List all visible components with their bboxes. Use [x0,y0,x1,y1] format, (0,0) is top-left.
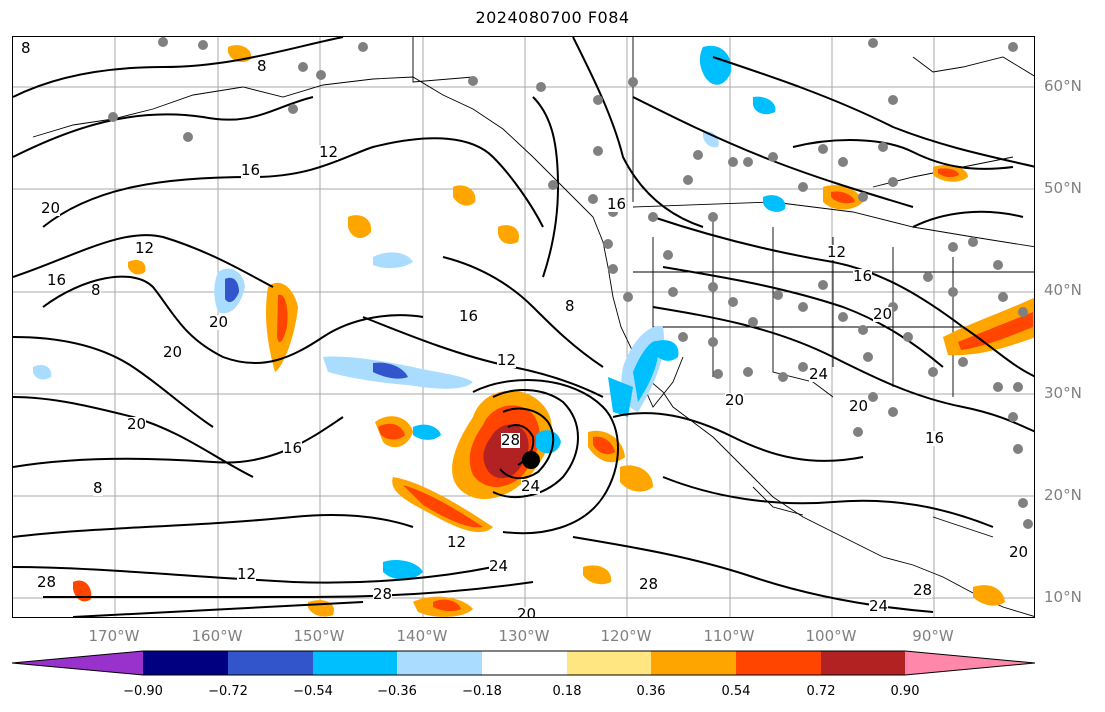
contour-label: 20 [163,343,183,361]
lon-label: 100°W [805,627,857,645]
lon-label: 130°W [498,627,550,645]
contour-label: 12 [497,351,517,369]
contour-label: 12 [135,239,155,257]
contour-label: 20 [517,607,537,617]
contour-label: 8 [565,297,575,315]
contour-label: 24 [489,557,509,575]
colorbar-tick: −0.72 [208,684,248,699]
contour-label: 28 [639,575,659,593]
contour-label: 16 [47,271,67,289]
contour-label: 28 [913,581,933,599]
lon-label: 90°W [912,627,954,645]
colorbar-segment [397,651,482,675]
colorbar-segment [567,651,651,675]
lat-label: 10°N [1044,588,1082,606]
lon-label: 160°W [191,627,243,645]
contour-label: 12 [447,533,467,551]
colorbar-segment [143,651,228,675]
lat-label: 40°N [1044,281,1082,299]
contour-label: 16 [283,439,303,457]
contour-label: 8 [257,57,267,75]
contour-label: 28 [373,585,393,603]
contour-label: 28 [501,431,521,449]
colorbar-extend-max [905,651,1035,675]
colorbar-segment [482,651,567,675]
colorbar-tick: −0.18 [462,684,502,699]
contour-label: 20 [209,313,229,331]
contour-label: 16 [853,267,873,285]
contour-label: 24 [809,365,829,383]
colorbar-tick: 0.90 [890,684,920,699]
height-contours [13,37,1034,617]
colorbar-tick: 0.36 [636,684,666,699]
colorbar-tick: −0.36 [377,684,417,699]
graticule [13,37,1034,617]
contour-label: 20 [849,397,869,415]
contour-label: 20 [41,199,61,217]
contour-label: 20 [725,391,745,409]
colorbar-segment [651,651,736,675]
contour-label: 16 [607,195,627,213]
lon-label: 150°W [293,627,345,645]
contour-label: 8 [21,39,31,57]
contour-label: 12 [319,143,339,161]
contour-label: 16 [241,161,261,179]
contour-label: 16 [459,307,479,325]
lon-label: 140°W [396,627,448,645]
colorbar-segment [736,651,821,675]
colorbar-tick: 0.18 [552,684,582,699]
map-panel: 8 8 20 16 12 12 16 20 8 16 16 12 20 20 2… [12,36,1035,618]
contour-label: 16 [925,429,945,447]
colorbar-segment [228,651,313,675]
contour-label: 20 [127,415,147,433]
colorbar [12,650,1035,676]
lat-label: 50°N [1044,179,1082,197]
colorbar-tick: 0.72 [806,684,836,699]
colorbar-segment [821,651,905,675]
contour-label: 20 [1009,543,1029,561]
colorbar-segment [313,651,397,675]
lon-label: 120°W [600,627,652,645]
colorbar-tick: −0.54 [293,684,333,699]
map-title: 2024080700 F084 [475,8,630,27]
lat-label: 20°N [1044,486,1082,504]
colorbar-tick: 0.54 [721,684,751,699]
lon-label: 110°W [703,627,755,645]
lon-label: 170°W [88,627,140,645]
shaded-field [33,45,1034,617]
colorbar-extend-min [12,651,143,675]
contour-label: 28 [37,573,57,591]
lat-label: 30°N [1044,384,1082,402]
contour-label: 20 [873,305,893,323]
contour-label: 12 [237,565,257,583]
colorbar-tick: −0.90 [123,684,163,699]
coastlines [32,37,1034,617]
contour-label: 8 [91,281,101,299]
map-canvas [13,37,1034,617]
lat-label: 60°N [1044,77,1082,95]
station-markers [108,37,1033,529]
contour-label: 24 [521,477,541,495]
contour-label: 24 [869,597,889,615]
contour-label: 12 [827,243,847,261]
contour-label: 8 [93,479,103,497]
storm-center-marker [522,451,540,469]
